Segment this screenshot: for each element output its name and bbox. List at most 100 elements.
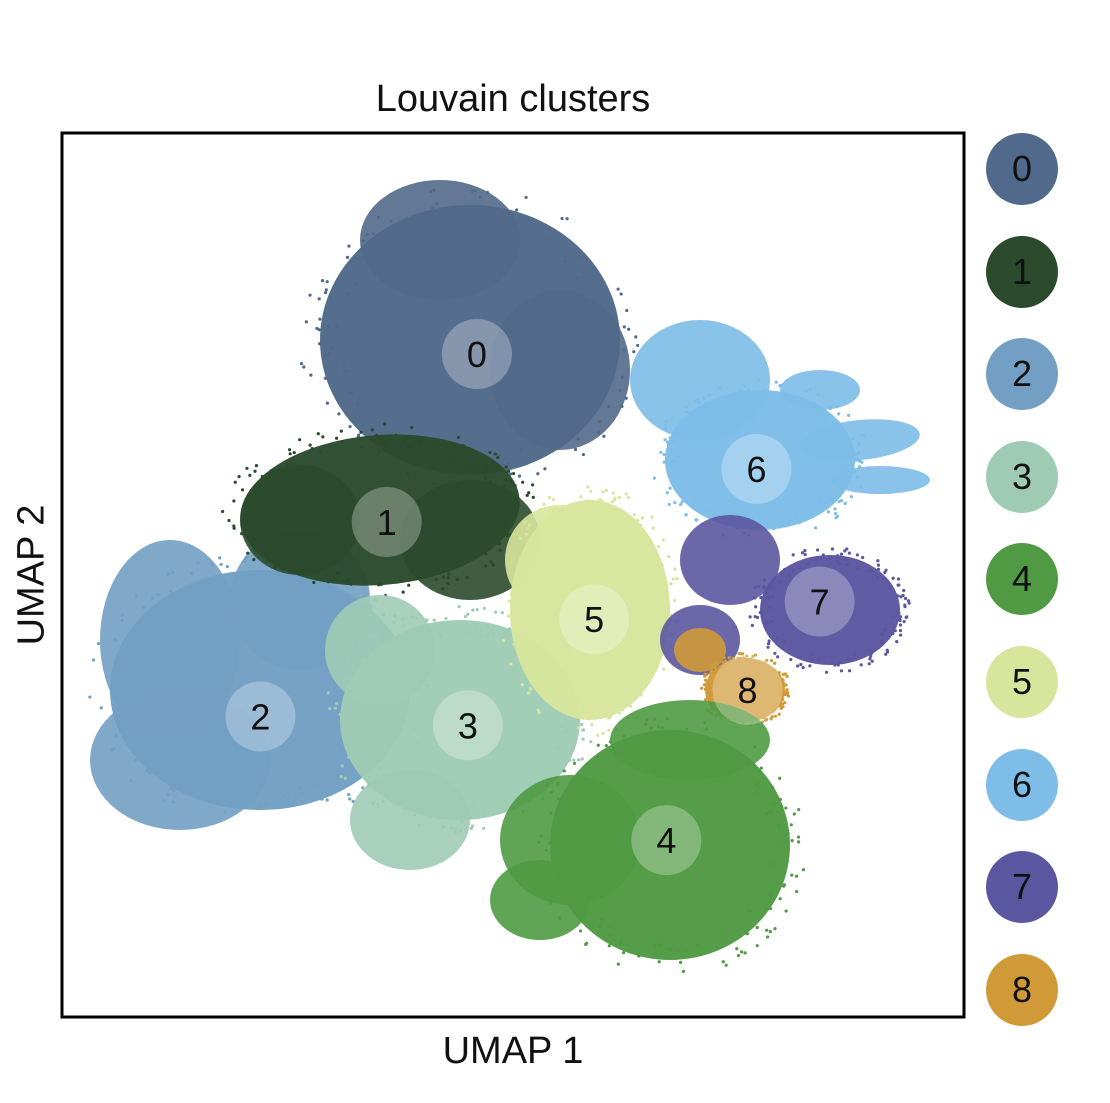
cluster-1-point bbox=[504, 465, 508, 469]
cluster-1-point bbox=[263, 548, 267, 552]
cluster-6-point bbox=[788, 396, 792, 400]
cluster-3-point bbox=[345, 659, 349, 663]
cluster-1-point bbox=[227, 518, 231, 523]
cluster-8-point bbox=[777, 712, 781, 716]
cluster-1-point bbox=[326, 580, 330, 584]
cluster-5-point bbox=[573, 707, 577, 711]
cluster-1-point bbox=[308, 443, 312, 447]
cluster-0-point bbox=[625, 308, 629, 313]
cluster-5-point bbox=[673, 598, 677, 603]
cluster-3-point bbox=[572, 758, 576, 762]
cluster-3-point bbox=[576, 758, 581, 762]
cluster-5-point bbox=[654, 633, 658, 637]
cluster-3-point bbox=[565, 728, 569, 733]
cluster-2-point bbox=[186, 783, 190, 787]
cluster-6-point bbox=[841, 433, 845, 438]
cluster-4-point bbox=[557, 879, 562, 883]
cluster-8-point bbox=[773, 708, 777, 712]
legend-label: 6 bbox=[1011, 763, 1033, 805]
cluster-1-point bbox=[399, 579, 403, 583]
cluster-4-point bbox=[561, 874, 565, 878]
cluster-2-point bbox=[250, 575, 254, 579]
cluster-2-point bbox=[134, 594, 138, 598]
cluster-2-point bbox=[325, 798, 329, 802]
cluster-0-point bbox=[620, 404, 624, 409]
cluster-2-point bbox=[336, 772, 340, 776]
cluster-6-point bbox=[774, 380, 778, 384]
cluster-3-point bbox=[418, 627, 423, 631]
cluster-4-point bbox=[566, 806, 571, 810]
cluster-5-point bbox=[512, 587, 516, 591]
cluster-7-point bbox=[876, 567, 881, 571]
cluster-6-point bbox=[858, 459, 862, 463]
cluster-4-point bbox=[585, 762, 590, 766]
cluster-4-point bbox=[769, 893, 773, 897]
cluster-8-point-mass bbox=[674, 628, 726, 672]
cluster-3-point bbox=[413, 813, 417, 817]
cluster-3-point bbox=[387, 786, 391, 790]
legend-swatch bbox=[986, 748, 1058, 821]
cluster-6-point bbox=[859, 434, 864, 438]
cluster-5-point-mass bbox=[505, 505, 615, 615]
cluster-7-point bbox=[763, 622, 767, 626]
cluster-5-point bbox=[551, 518, 555, 522]
cluster-7-point bbox=[789, 657, 793, 662]
cluster-1-point bbox=[292, 553, 296, 557]
cluster-2-point bbox=[131, 718, 135, 722]
cluster-2-point bbox=[188, 780, 192, 784]
cluster-7-point bbox=[876, 563, 881, 567]
cluster-2-point bbox=[246, 790, 250, 795]
cluster-7-point bbox=[899, 633, 903, 637]
cluster-6-point bbox=[707, 393, 711, 397]
cluster-6-point bbox=[833, 511, 838, 516]
cluster-7-point bbox=[756, 584, 760, 588]
cluster-2-point bbox=[125, 729, 129, 733]
cluster-3-point bbox=[463, 614, 468, 619]
cluster-5-point bbox=[551, 497, 555, 502]
cluster-3-point bbox=[481, 811, 485, 815]
cluster-3-point-mass bbox=[325, 595, 435, 705]
cluster-6-point bbox=[857, 442, 861, 446]
cluster-7-point bbox=[791, 553, 795, 557]
cluster-8-point bbox=[765, 710, 769, 714]
cluster-2-point bbox=[148, 610, 152, 614]
cluster-1-point bbox=[345, 578, 349, 582]
cluster-2-point bbox=[147, 770, 152, 774]
cluster-7-point bbox=[891, 576, 895, 580]
cluster-3-point bbox=[343, 776, 347, 780]
cluster-7-point bbox=[760, 614, 764, 619]
cluster-7-label-badge bbox=[784, 566, 855, 637]
cluster-6-point bbox=[839, 468, 843, 472]
cluster-0-point bbox=[485, 190, 490, 195]
cluster-6-point bbox=[816, 393, 820, 397]
cluster-7-point bbox=[837, 660, 841, 664]
cluster-5-point bbox=[645, 674, 649, 678]
cluster-2-point bbox=[320, 797, 324, 801]
cluster-2-point bbox=[120, 613, 124, 617]
cluster-3-point bbox=[417, 823, 421, 828]
cluster-5-point bbox=[608, 715, 613, 719]
cluster-3-point bbox=[335, 701, 339, 706]
cluster-6-point bbox=[852, 469, 856, 474]
cluster-6-point bbox=[685, 410, 689, 414]
cluster-1-point bbox=[402, 438, 407, 442]
cluster-0-point bbox=[320, 279, 325, 283]
cluster-5-point bbox=[516, 580, 520, 584]
cluster-4-point bbox=[596, 743, 600, 747]
cluster-0-point bbox=[323, 290, 328, 295]
cluster-5-point bbox=[630, 520, 634, 524]
cluster-7-point bbox=[884, 652, 888, 656]
cluster-3-point bbox=[397, 642, 402, 646]
cluster-7-point bbox=[856, 566, 860, 570]
cluster-6-point bbox=[747, 387, 751, 392]
cluster-1-point bbox=[310, 446, 314, 451]
cluster-4-point bbox=[584, 941, 589, 945]
cluster-0-point bbox=[326, 352, 331, 356]
cluster-1-point bbox=[493, 452, 497, 456]
cluster-3-point bbox=[589, 740, 593, 744]
cluster-5-point bbox=[539, 684, 544, 689]
cluster-3-point bbox=[392, 620, 396, 624]
cluster-1-point bbox=[339, 429, 343, 433]
cluster-2-point bbox=[325, 782, 329, 786]
cluster-1-point bbox=[496, 455, 500, 460]
